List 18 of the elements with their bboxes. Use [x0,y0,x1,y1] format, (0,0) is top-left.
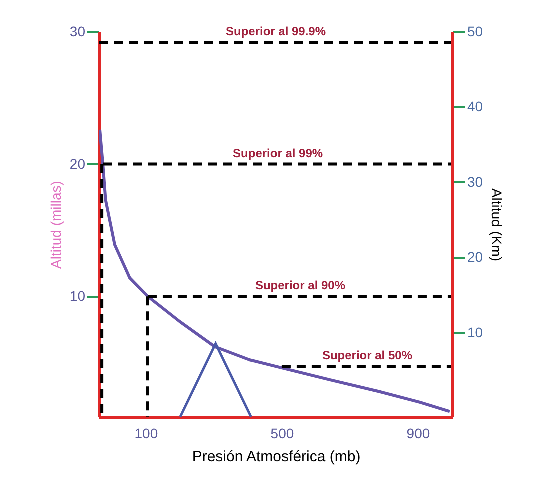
x-axis-title: Presión Atmosférica (mb) [192,448,361,466]
y2-tick-label: 40 [468,98,484,115]
y2-tick-label: 30 [468,174,484,190]
series-label: Superior al 99% [233,146,324,160]
y2-tick-label: 20 [468,249,484,266]
y-tick-label: 10 [70,288,86,304]
series-label: Superior al 50% [322,348,413,363]
x-tick-label: 500 [270,426,294,442]
y-tick-label: 20 [70,156,86,172]
x-tick-label: 900 [406,426,430,442]
series-label: Superior al 90% [255,278,346,293]
y2-tick-label: 10 [468,324,484,340]
x-tick-label: 100 [134,426,158,442]
y-axis-title: Altitud (millas) [48,181,64,269]
y2-tick-label: 50 [468,24,484,40]
y2-axis-title: Altitud (Km) [489,188,506,262]
y-tick-label: 30 [70,24,86,40]
series-label: Superior al 99.9% [226,24,326,39]
